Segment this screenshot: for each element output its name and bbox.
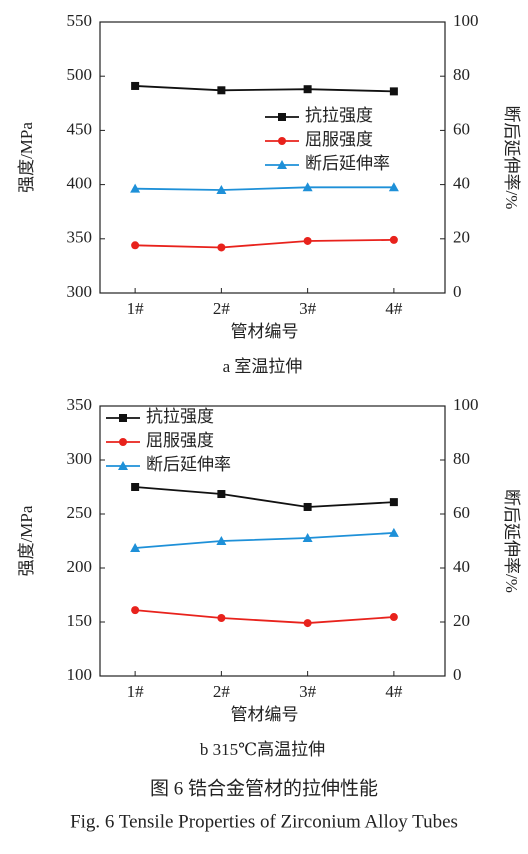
- x-tick-label: 1#: [127, 682, 145, 701]
- figure-caption-en: Fig. 6 Tensile Properties of Zirconium A…: [70, 811, 458, 832]
- x-tick-label: 4#: [385, 682, 403, 701]
- data-point: [388, 182, 399, 192]
- x-tick-label: 3#: [299, 682, 317, 701]
- series-line: [135, 186, 394, 191]
- data-point: [217, 243, 226, 252]
- y2-axis-label: 断后延伸率/%: [502, 106, 521, 210]
- y2-tick-label: 80: [453, 449, 470, 468]
- data-point: [131, 241, 140, 250]
- caption: b 315℃高温拉伸: [200, 740, 325, 759]
- data-point: [217, 490, 226, 499]
- series-line: [135, 532, 394, 549]
- legend-label: 抗拉强度: [305, 106, 373, 125]
- y2-tick-label: 20: [453, 611, 470, 630]
- y-tick-label: 400: [67, 174, 93, 193]
- x-tick-label: 2#: [213, 299, 231, 318]
- figure-caption-zh: 图 6 锆合金管材的拉伸性能: [150, 777, 378, 799]
- y2-axis-label: 断后延伸率/%: [502, 489, 521, 593]
- legend-label: 断后延伸率: [146, 455, 231, 474]
- data-point: [217, 86, 226, 95]
- y2-tick-label: 60: [453, 119, 470, 138]
- legend-marker: [277, 160, 287, 169]
- legend-marker: [118, 461, 128, 470]
- legend-label: 屈服强度: [305, 130, 373, 149]
- y-tick-label: 100: [67, 665, 93, 684]
- y-axis-label: 强度/MPa: [17, 122, 36, 193]
- data-point: [389, 613, 398, 622]
- plot-frame: [99, 21, 446, 294]
- x-tick-label: 1#: [127, 299, 145, 318]
- y2-tick-label: 60: [453, 503, 470, 522]
- y-tick-label: 350: [67, 395, 93, 414]
- series-line: [135, 486, 394, 508]
- caption: a 室温拉伸: [223, 357, 303, 376]
- data-point: [389, 498, 398, 507]
- data-point: [217, 614, 226, 623]
- data-point: [131, 483, 140, 491]
- data-point: [388, 527, 399, 537]
- data-point: [216, 185, 227, 195]
- legend-marker: [278, 137, 286, 145]
- series-line: [135, 609, 394, 624]
- data-point: [389, 87, 398, 96]
- data-point: [389, 235, 398, 244]
- data-point: [130, 183, 141, 193]
- y2-tick-label: 20: [453, 228, 470, 247]
- data-point: [131, 81, 140, 90]
- x-axis-label: 管材编号: [231, 322, 299, 341]
- y-tick-label: 300: [67, 449, 93, 468]
- legend-marker: [119, 414, 127, 422]
- series-line: [135, 85, 394, 93]
- plot-frame: [99, 405, 446, 677]
- y2-tick-label: 40: [453, 557, 470, 576]
- y-tick-label: 500: [67, 65, 93, 84]
- y-tick-label: 450: [67, 119, 93, 138]
- x-tick-label: 4#: [385, 299, 403, 318]
- data-point: [131, 606, 140, 615]
- x-axis-label: 管材编号: [231, 705, 299, 724]
- data-point: [302, 182, 313, 192]
- y-tick-label: 150: [67, 611, 93, 630]
- y2-tick-label: 100: [453, 395, 479, 414]
- y-tick-label: 250: [67, 503, 93, 522]
- legend-label: 屈服强度: [146, 431, 214, 450]
- y2-tick-label: 100: [453, 11, 479, 30]
- data-point: [303, 619, 312, 628]
- y2-tick-label: 80: [453, 65, 470, 84]
- y-tick-label: 300: [67, 282, 93, 301]
- data-point: [216, 536, 227, 545]
- data-point: [303, 502, 312, 511]
- data-point: [302, 533, 313, 543]
- legend-label: 断后延伸率: [305, 154, 390, 173]
- data-point: [303, 85, 312, 94]
- x-tick-label: 3#: [299, 299, 317, 318]
- series-line: [135, 238, 394, 249]
- y2-tick-label: 40: [453, 174, 470, 193]
- y2-tick-label: 0: [453, 665, 462, 684]
- y-tick-label: 200: [67, 557, 93, 576]
- data-point: [130, 543, 141, 553]
- legend-marker: [119, 438, 127, 446]
- y2-tick-label: 0: [453, 282, 462, 301]
- data-point: [303, 236, 312, 245]
- y-tick-label: 350: [67, 228, 93, 247]
- x-tick-label: 2#: [213, 682, 231, 701]
- legend-marker: [278, 113, 286, 121]
- y-tick-label: 550: [67, 11, 93, 30]
- legend-label: 抗拉强度: [146, 407, 214, 426]
- y-axis-label: 强度/MPa: [17, 505, 36, 576]
